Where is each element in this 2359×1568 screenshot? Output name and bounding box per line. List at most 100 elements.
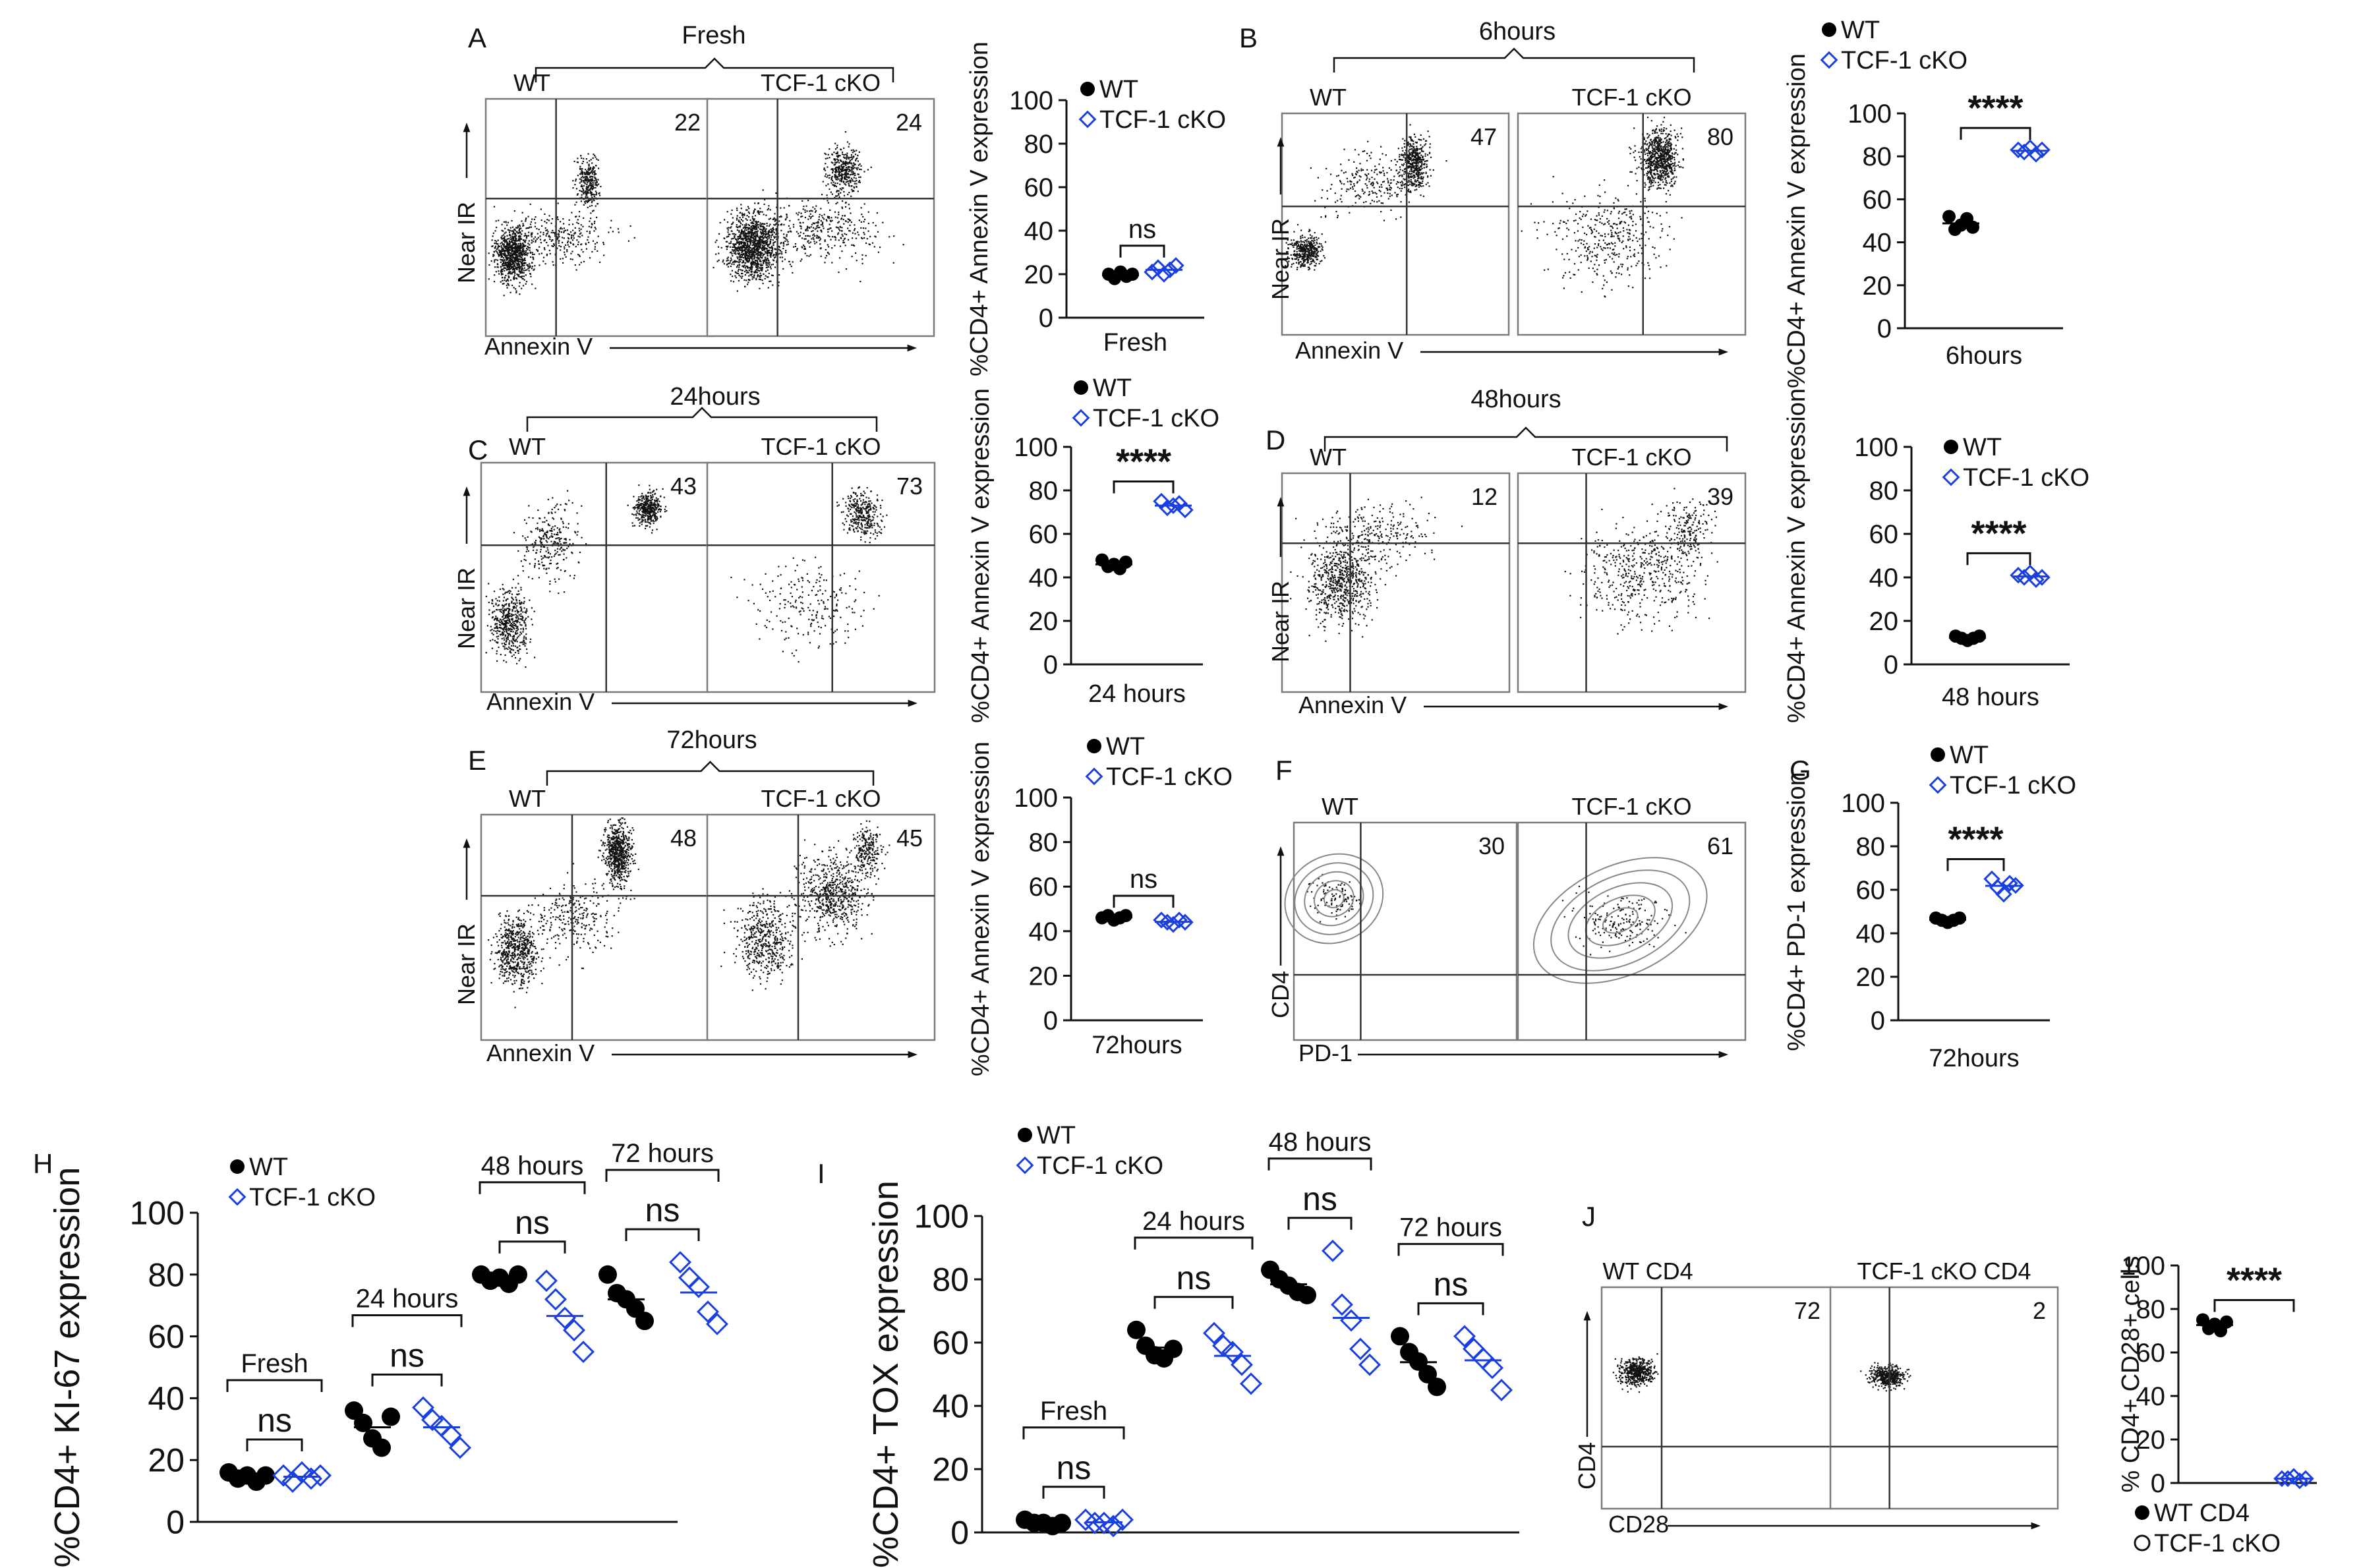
right-group-title: TCF-1 cKO CD4	[1857, 1258, 2031, 1285]
panel-letter-G: G	[1790, 755, 1811, 786]
y-tick-label: 80	[1029, 828, 1059, 857]
y-axis-label: Near IR	[453, 202, 480, 283]
significance-label: ****	[1116, 442, 1171, 482]
y-axis-label: Near IR	[453, 567, 480, 649]
y-tick-label: 40	[1024, 217, 1054, 246]
left-quadrant-percent: 12	[1471, 483, 1498, 510]
cko-data-point	[1111, 1508, 1134, 1531]
wt-data-point	[372, 1438, 391, 1457]
y-tick-label: 0	[1877, 314, 1892, 343]
y-arrow-head	[463, 123, 471, 132]
legend-cko-label: TCF-1 cKO	[1950, 772, 2076, 799]
left-group-title: WT	[513, 69, 550, 96]
significance-label: ns	[515, 1204, 550, 1241]
panel-letter-H: H	[33, 1148, 53, 1179]
significance-label: ns	[645, 1192, 680, 1229]
significance-label: ****	[2227, 1261, 2282, 1300]
legend-cko-marker	[1820, 51, 1838, 69]
dot-plot-G: 0 20 40 60 80 100 %CD4+ PD-1 expression **** 72h…	[1783, 741, 2076, 1072]
wt-data-point	[256, 1466, 275, 1485]
legend-wt-marker	[1944, 440, 1958, 454]
cko-data-point	[1212, 1334, 1235, 1357]
y-tick-label: 20	[1869, 607, 1899, 636]
left-quadrant-percent: 30	[1478, 832, 1505, 859]
x-axis-label: Annexin V	[484, 333, 593, 360]
legend-cko-label: TCF-1 cKO	[1037, 1152, 1163, 1180]
legend-wt-label: WT	[1093, 374, 1132, 402]
y-axis-label: Near IR	[1267, 218, 1294, 300]
legend-cko-marker	[1929, 776, 1947, 794]
y-tick-label: 0	[1884, 651, 1898, 680]
x-arrow-head	[1718, 1051, 1728, 1059]
cko-data-point	[272, 1464, 295, 1487]
timepoint-header: 48hours	[1471, 386, 1561, 413]
x-axis-label: Annexin V	[1295, 337, 1403, 364]
group-header-bracket	[605, 1169, 720, 1182]
cko-data-point	[669, 1251, 691, 1274]
right-dot-cloud	[1564, 488, 1718, 635]
x-arrow-head	[1718, 703, 1728, 711]
panel-letter-C: C	[468, 434, 488, 465]
y-axis-title: %CD4+ PD-1 expression	[1783, 772, 1811, 1051]
y-tick-label: 80	[2136, 1295, 2166, 1324]
dot-plot-B: 0 20 40 60 80 100 %CD4+ Annexin V expression **…	[1783, 16, 2063, 388]
right-dot-cloud	[730, 486, 888, 663]
legend-cko-marker	[1016, 1156, 1034, 1175]
y-axis-title: %CD4+ KI-67 expression	[47, 1167, 87, 1568]
wt-data-point	[598, 1265, 617, 1284]
wt-data-point	[1973, 629, 1986, 643]
y-tick-label: 20	[1863, 272, 1892, 301]
y-tick-label: 80	[1869, 477, 1899, 506]
wt-data-point	[2220, 1315, 2233, 1329]
cko-data-point	[1102, 1515, 1124, 1538]
left-dot-cloud	[1285, 124, 1447, 271]
legend-wt-label: WT	[1099, 76, 1138, 103]
left-group-title: WT	[1310, 444, 1347, 471]
significance-bracket	[625, 1228, 700, 1242]
significance-label: ns	[1434, 1265, 1469, 1302]
legend-wt-marker	[1018, 1128, 1032, 1142]
cko-data-point	[1203, 1321, 1225, 1345]
x-arrow-head	[2031, 1522, 2041, 1530]
right-plot-frame	[1517, 472, 1747, 693]
contour-ring	[1323, 888, 1345, 909]
left-quadrant-percent: 72	[1794, 1297, 1820, 1324]
y-axis-label: CD4	[1267, 971, 1294, 1018]
left-dot-cloud	[488, 817, 639, 1008]
cko-data-point	[563, 1319, 585, 1342]
dot-plot-D: 0 20 40 60 80 100 %CD4+ Annexin V expression **…	[1783, 388, 2089, 723]
legend-cko-marker	[1072, 409, 1090, 427]
cko-data-point	[412, 1396, 434, 1419]
left-plot-frame	[484, 98, 714, 337]
cko-data-point	[687, 1275, 710, 1298]
right-quadrant-percent: 39	[1707, 483, 1733, 510]
y-axis-title: %CD4+ Annexin V expression	[966, 42, 993, 376]
x-group-label: 72hours	[1929, 1045, 2019, 1072]
right-plot-frame	[706, 98, 935, 337]
cko-data-point	[1161, 261, 1179, 279]
significance-label: ns	[1177, 1260, 1211, 1296]
group-header-bracket	[1397, 1242, 1504, 1256]
legend-cko-label: TCF-1 cKO	[249, 1184, 376, 1211]
right-group-title: TCF-1 cKO	[1571, 84, 1691, 111]
dot-plot-H: 0 20 40 60 80 100 %CD4+ KI-67 expression ns Fres…	[47, 1139, 728, 1568]
legend-wt-label: WT	[1106, 733, 1145, 761]
y-tick-label: 80	[932, 1262, 969, 1298]
x-group-label: 6hours	[1946, 342, 2022, 370]
y-tick-label: 80	[1856, 832, 1886, 861]
x-group-label: 72hours	[1092, 1031, 1182, 1059]
cko-data-point	[1983, 870, 2000, 888]
group-header-bracket	[351, 1314, 463, 1327]
legend-wt-marker	[1087, 739, 1101, 753]
cko-data-point	[1453, 1325, 1476, 1348]
y-tick-label: 100	[1841, 789, 1885, 818]
y-tick-label: 60	[1869, 520, 1899, 549]
x-group-label: 48 hours	[1269, 1128, 1372, 1157]
cko-data-point	[440, 1424, 462, 1447]
panel-letter-F: F	[1275, 755, 1293, 786]
cko-data-point	[1074, 1508, 1097, 1531]
right-group-title: TCF-1 cKO	[761, 69, 881, 96]
y-tick-label: 60	[1863, 185, 1892, 214]
right-quadrant-percent: 24	[896, 109, 922, 136]
